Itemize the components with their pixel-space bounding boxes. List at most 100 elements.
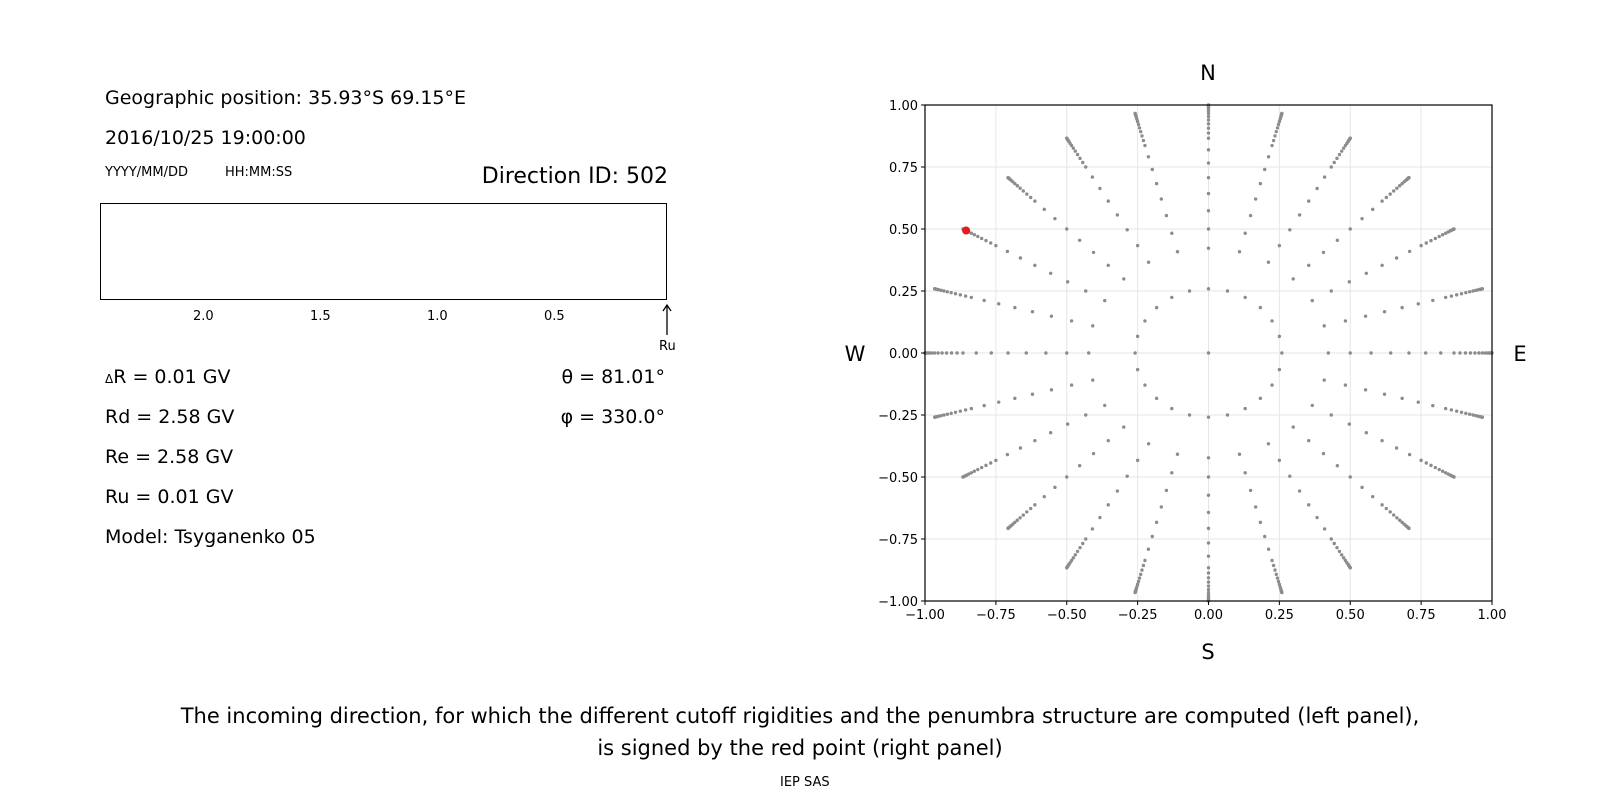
x-tick-label: 0.75 [1407,608,1436,623]
direction-point [1273,134,1277,138]
direction-point [1288,228,1292,232]
direction-point [1440,469,1445,473]
direction-point [1280,351,1284,355]
direction-point [1115,489,1120,493]
direction-point [1291,277,1295,281]
direction-point [1091,250,1096,255]
direction-point [1431,298,1435,303]
direction-point [1337,152,1342,157]
direction-point [1049,314,1054,318]
direction-point [1164,213,1169,218]
direction-point [1454,293,1459,297]
direction-point [1369,351,1373,355]
direction-point [1206,111,1211,116]
direction-point [1243,406,1247,411]
direction-point [1371,207,1375,212]
direction-point [1280,590,1284,595]
direction-point [1394,256,1399,260]
direction-id: Direction ID: 502 [481,164,668,189]
direction-point [1033,263,1037,268]
direction-point [1106,438,1110,443]
direction-point [1159,197,1164,201]
direction-point [1443,295,1448,300]
direction-point [963,408,968,412]
direction-point [1343,383,1348,387]
direction-point [1170,231,1174,235]
direction-point [994,458,998,463]
direction-point [1459,291,1464,296]
x-tick-label: 1.00 [1478,608,1507,623]
direction-point [1329,289,1333,293]
direction-point [1307,199,1311,203]
direction-point [1266,155,1271,159]
direction-point [1005,452,1010,457]
direction-point [1452,475,1456,479]
direction-points [923,103,1494,603]
direction-point [1407,351,1411,355]
direction-point [942,289,946,293]
direction-point [1090,527,1095,531]
direction-point [1263,534,1267,539]
direction-point [1443,471,1448,475]
direction-point [1206,456,1211,460]
direction-point [974,351,978,355]
direction-point [1053,485,1057,490]
direction-point [1154,305,1159,310]
direction-point [1371,494,1375,499]
rd-value: Rd = 2.58 GV [105,406,235,428]
direction-point [1348,566,1352,570]
direction-point [1018,516,1022,520]
direction-point [969,471,974,475]
direction-point [1077,464,1082,468]
direction-point [1329,165,1333,169]
direction-point [1397,518,1402,522]
direction-point [1464,290,1468,295]
axis-tick-label: 2.0 [193,309,214,324]
delta-r-value: ΔR = 0.01 GV [105,366,230,388]
direction-point [1400,396,1404,401]
direction-point [1071,556,1076,560]
direction-point [940,351,944,355]
direction-point [1392,513,1396,517]
direction-point [1407,175,1411,180]
direction-point [1407,526,1411,531]
direction-point [1315,186,1319,191]
direction-point [1248,488,1253,493]
direction-point [1187,289,1192,293]
direction-point [1271,138,1276,143]
direction-point [1078,545,1082,550]
direction-point [1154,181,1159,186]
direction-point [1170,295,1174,300]
direction-point [1206,587,1211,592]
direction-point [1206,493,1211,497]
direction-point [936,351,940,355]
direction-point [1271,563,1276,568]
direction-point [1065,475,1069,479]
direction-point [1243,471,1247,475]
direction-point [1143,319,1147,323]
direction-point [1322,175,1327,179]
direction-point [1077,238,1082,242]
direction-point [976,234,980,239]
x-tick-label: 0.50 [1336,608,1365,623]
phi-value: φ = 330.0° [560,406,665,428]
direction-point [1091,378,1095,382]
direction-point [1439,351,1443,355]
direction-point [1407,452,1412,457]
direction-point [1133,351,1137,355]
direction-point [1146,260,1151,264]
direction-point [1078,156,1082,161]
direction-point [1206,415,1211,419]
direction-point [1206,122,1211,126]
direction-point [1243,295,1247,300]
direction-point [1133,590,1137,595]
direction-point [1015,184,1020,188]
direction-point [1122,425,1126,429]
direction-point [1253,197,1258,201]
direction-point [1467,412,1472,416]
direction-point [1464,411,1468,416]
datetime-value: 2016/10/25 19:00:00 [105,127,306,149]
direction-point [1322,527,1327,531]
direction-point [1329,413,1333,417]
direction-point [1335,156,1339,161]
